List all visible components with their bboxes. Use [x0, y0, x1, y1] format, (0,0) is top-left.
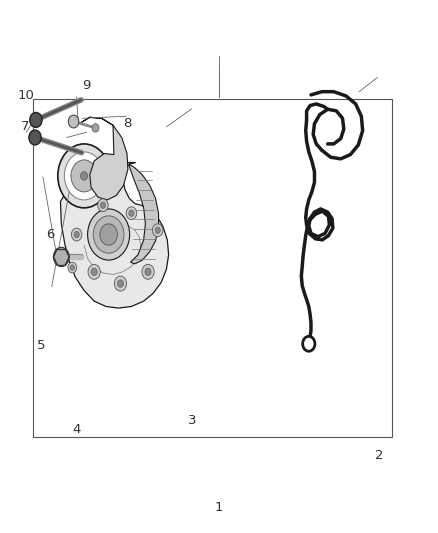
Circle shape: [53, 247, 69, 266]
Circle shape: [126, 207, 137, 220]
Circle shape: [30, 112, 42, 127]
Circle shape: [68, 115, 79, 128]
Text: 4: 4: [72, 423, 81, 435]
Circle shape: [64, 152, 104, 200]
Circle shape: [114, 276, 127, 291]
Circle shape: [91, 268, 97, 276]
Circle shape: [303, 336, 315, 351]
Circle shape: [71, 160, 97, 192]
Circle shape: [93, 216, 124, 253]
Circle shape: [129, 210, 134, 216]
Circle shape: [117, 280, 124, 287]
Circle shape: [142, 264, 154, 279]
Bar: [33, 99, 392, 437]
Circle shape: [88, 209, 130, 260]
Circle shape: [98, 199, 108, 212]
Text: 9: 9: [82, 79, 91, 92]
Circle shape: [70, 265, 74, 270]
Circle shape: [155, 227, 160, 233]
Circle shape: [92, 124, 99, 132]
Circle shape: [81, 172, 88, 180]
Circle shape: [145, 268, 151, 276]
Text: 1: 1: [215, 501, 223, 514]
Circle shape: [58, 144, 110, 208]
Text: 3: 3: [188, 414, 197, 426]
Circle shape: [68, 262, 77, 273]
Text: 7: 7: [21, 120, 30, 133]
Text: 2: 2: [374, 449, 383, 462]
Text: 8: 8: [123, 117, 131, 130]
Circle shape: [100, 224, 117, 245]
Text: 10: 10: [18, 90, 35, 102]
Circle shape: [100, 202, 106, 208]
Polygon shape: [81, 117, 128, 200]
Text: 5: 5: [37, 339, 46, 352]
Polygon shape: [129, 164, 159, 264]
Text: 6: 6: [46, 228, 55, 241]
Polygon shape: [60, 163, 169, 308]
Circle shape: [29, 130, 41, 145]
Circle shape: [152, 224, 163, 237]
Circle shape: [71, 228, 82, 241]
Circle shape: [74, 231, 79, 238]
Circle shape: [88, 264, 100, 279]
